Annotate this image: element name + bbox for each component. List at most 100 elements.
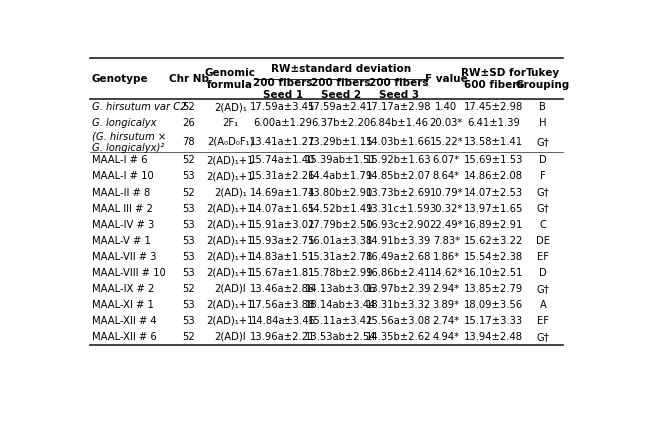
Text: 14.62*: 14.62* <box>430 268 463 278</box>
Text: G†: G† <box>536 137 550 147</box>
Text: F: F <box>540 171 546 182</box>
Text: 15.69±1.53: 15.69±1.53 <box>464 155 524 165</box>
Text: DE: DE <box>536 236 550 245</box>
Text: 13.31c±1.59: 13.31c±1.59 <box>366 203 431 214</box>
Text: 18.31b±3.32: 18.31b±3.32 <box>366 300 432 310</box>
Text: 14.13ab±3.06: 14.13ab±3.06 <box>305 284 376 294</box>
Text: 2(AD)₁: 2(AD)₁ <box>214 187 247 198</box>
Text: MAAL-I # 6: MAAL-I # 6 <box>91 155 147 165</box>
Text: 4.94*: 4.94* <box>433 332 460 342</box>
Text: 14.69a±1.74: 14.69a±1.74 <box>250 187 315 198</box>
Text: 2(AD)₁+1: 2(AD)₁+1 <box>206 236 254 245</box>
Text: 15.31a±2.78: 15.31a±2.78 <box>308 252 374 262</box>
Text: 15.62±3.22: 15.62±3.22 <box>464 236 524 245</box>
Text: 14.4ab±1.79: 14.4ab±1.79 <box>308 171 374 182</box>
Text: 13.97b±2.39: 13.97b±2.39 <box>366 284 432 294</box>
Text: 53: 53 <box>183 171 195 182</box>
Text: 2(AD)I: 2(AD)I <box>214 332 246 342</box>
Text: MAAL-XII # 4: MAAL-XII # 4 <box>91 316 156 326</box>
Text: 53: 53 <box>183 220 195 229</box>
Text: 2(AD)₁+1: 2(AD)₁+1 <box>206 268 254 278</box>
Text: 22.49*: 22.49* <box>430 220 463 229</box>
Text: EF: EF <box>537 316 549 326</box>
Text: G. longicalyx: G. longicalyx <box>91 118 156 128</box>
Text: G†: G† <box>536 332 550 342</box>
Text: 15.17±3.33: 15.17±3.33 <box>464 316 524 326</box>
Text: 13.85±2.79: 13.85±2.79 <box>464 284 524 294</box>
Text: 30.32*: 30.32* <box>430 203 463 214</box>
Text: 7.83*: 7.83* <box>433 236 460 245</box>
Text: 14.84a±3.46: 14.84a±3.46 <box>250 316 315 326</box>
Text: 20.03*: 20.03* <box>430 118 463 128</box>
Text: 14.83a±1.51: 14.83a±1.51 <box>250 252 315 262</box>
Text: 15.11a±3.42: 15.11a±3.42 <box>308 316 374 326</box>
Text: 13.96a±2.21: 13.96a±2.21 <box>250 332 315 342</box>
Text: 15.56a±3.08: 15.56a±3.08 <box>366 316 432 326</box>
Text: 10.79*: 10.79* <box>430 187 463 198</box>
Text: 2F₁: 2F₁ <box>222 118 238 128</box>
Text: 6.07*: 6.07* <box>433 155 460 165</box>
Text: 13.29b±1.15: 13.29b±1.15 <box>308 137 374 147</box>
Text: Genomic
formula: Genomic formula <box>205 68 255 89</box>
Text: 17.59a±2.41: 17.59a±2.41 <box>308 102 374 112</box>
Text: 16.93c±2.90: 16.93c±2.90 <box>366 220 431 229</box>
Text: (G. hirsutum ×
G. longicalyx)²: (G. hirsutum × G. longicalyx)² <box>91 131 166 153</box>
Text: RW±standard deviation: RW±standard deviation <box>271 63 411 74</box>
Text: 2.94*: 2.94* <box>433 284 460 294</box>
Text: 13.53ab±2.54: 13.53ab±2.54 <box>305 332 377 342</box>
Text: G†: G† <box>536 203 550 214</box>
Text: G†: G† <box>536 284 550 294</box>
Text: 14.86±2.08: 14.86±2.08 <box>464 171 524 182</box>
Text: 78: 78 <box>183 137 195 147</box>
Text: 53: 53 <box>183 316 195 326</box>
Text: 17.56a±3.88: 17.56a±3.88 <box>250 300 315 310</box>
Text: 13.73b±2.69: 13.73b±2.69 <box>366 187 432 198</box>
Text: 15.31a±2.26: 15.31a±2.26 <box>250 171 315 182</box>
Text: 200 fibers
Seed 3: 200 fibers Seed 3 <box>369 78 428 100</box>
Text: MAAL-V # 1: MAAL-V # 1 <box>91 236 151 245</box>
Text: 2.74*: 2.74* <box>433 316 460 326</box>
Text: Chr Nb: Chr Nb <box>169 74 209 84</box>
Text: 15.93a±2.75: 15.93a±2.75 <box>250 236 315 245</box>
Text: 13.46a±2.86: 13.46a±2.86 <box>250 284 315 294</box>
Text: 200 fibers
Seed 1: 200 fibers Seed 1 <box>253 78 313 100</box>
Text: 14.35b±2.62: 14.35b±2.62 <box>366 332 432 342</box>
Text: 53: 53 <box>183 252 195 262</box>
Text: G. hirsutum var C2: G. hirsutum var C2 <box>91 102 186 112</box>
Text: 14.07a±1.65: 14.07a±1.65 <box>250 203 315 214</box>
Text: 17.17a±2.98: 17.17a±2.98 <box>366 102 432 112</box>
Text: C: C <box>540 220 546 229</box>
Text: MAAL-VIII # 10: MAAL-VIII # 10 <box>91 268 165 278</box>
Text: 6.84b±1.46: 6.84b±1.46 <box>370 118 428 128</box>
Text: 6.37b±2.20: 6.37b±2.20 <box>311 118 370 128</box>
Text: 16.10±2.51: 16.10±2.51 <box>464 268 524 278</box>
Text: 15.22*: 15.22* <box>430 137 463 147</box>
Text: 2(AD)₁+1: 2(AD)₁+1 <box>206 155 254 165</box>
Text: 52: 52 <box>183 284 195 294</box>
Text: MAAL-IX # 2: MAAL-IX # 2 <box>91 284 154 294</box>
Text: 16.49a±2.68: 16.49a±2.68 <box>366 252 432 262</box>
Text: 13.41a±1.27: 13.41a±1.27 <box>250 137 315 147</box>
Text: EF: EF <box>537 252 549 262</box>
Text: 1.40: 1.40 <box>435 102 458 112</box>
Text: 17.45±2.98: 17.45±2.98 <box>464 102 524 112</box>
Text: A: A <box>540 300 546 310</box>
Text: G†: G† <box>536 187 550 198</box>
Text: 14.03b±1.66: 14.03b±1.66 <box>366 137 432 147</box>
Text: 26: 26 <box>183 118 195 128</box>
Text: 14.91b±3.39: 14.91b±3.39 <box>366 236 432 245</box>
Text: 52: 52 <box>183 332 195 342</box>
Text: 13.94±2.48: 13.94±2.48 <box>464 332 524 342</box>
Text: 13.97±1.65: 13.97±1.65 <box>464 203 524 214</box>
Text: 52: 52 <box>183 102 195 112</box>
Text: 8.64*: 8.64* <box>433 171 460 182</box>
Text: B: B <box>540 102 546 112</box>
Text: 2(AD)₁+1: 2(AD)₁+1 <box>206 316 254 326</box>
Text: 15.39ab±1.51: 15.39ab±1.51 <box>305 155 377 165</box>
Text: 18.09±3.56: 18.09±3.56 <box>464 300 524 310</box>
Text: 15.54±2.38: 15.54±2.38 <box>464 252 524 262</box>
Text: MAAL-VII # 3: MAAL-VII # 3 <box>91 252 156 262</box>
Text: 15.78b±2.99: 15.78b±2.99 <box>308 268 374 278</box>
Text: 53: 53 <box>183 300 195 310</box>
Text: 6.41±1.39: 6.41±1.39 <box>468 118 520 128</box>
